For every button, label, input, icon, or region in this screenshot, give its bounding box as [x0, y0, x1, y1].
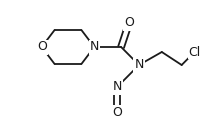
- Text: O: O: [37, 41, 47, 53]
- Text: N: N: [90, 41, 99, 53]
- Text: Cl: Cl: [188, 45, 201, 59]
- Text: N: N: [134, 59, 144, 72]
- Text: O: O: [124, 17, 134, 29]
- Text: N: N: [113, 81, 122, 93]
- Text: O: O: [112, 106, 122, 118]
